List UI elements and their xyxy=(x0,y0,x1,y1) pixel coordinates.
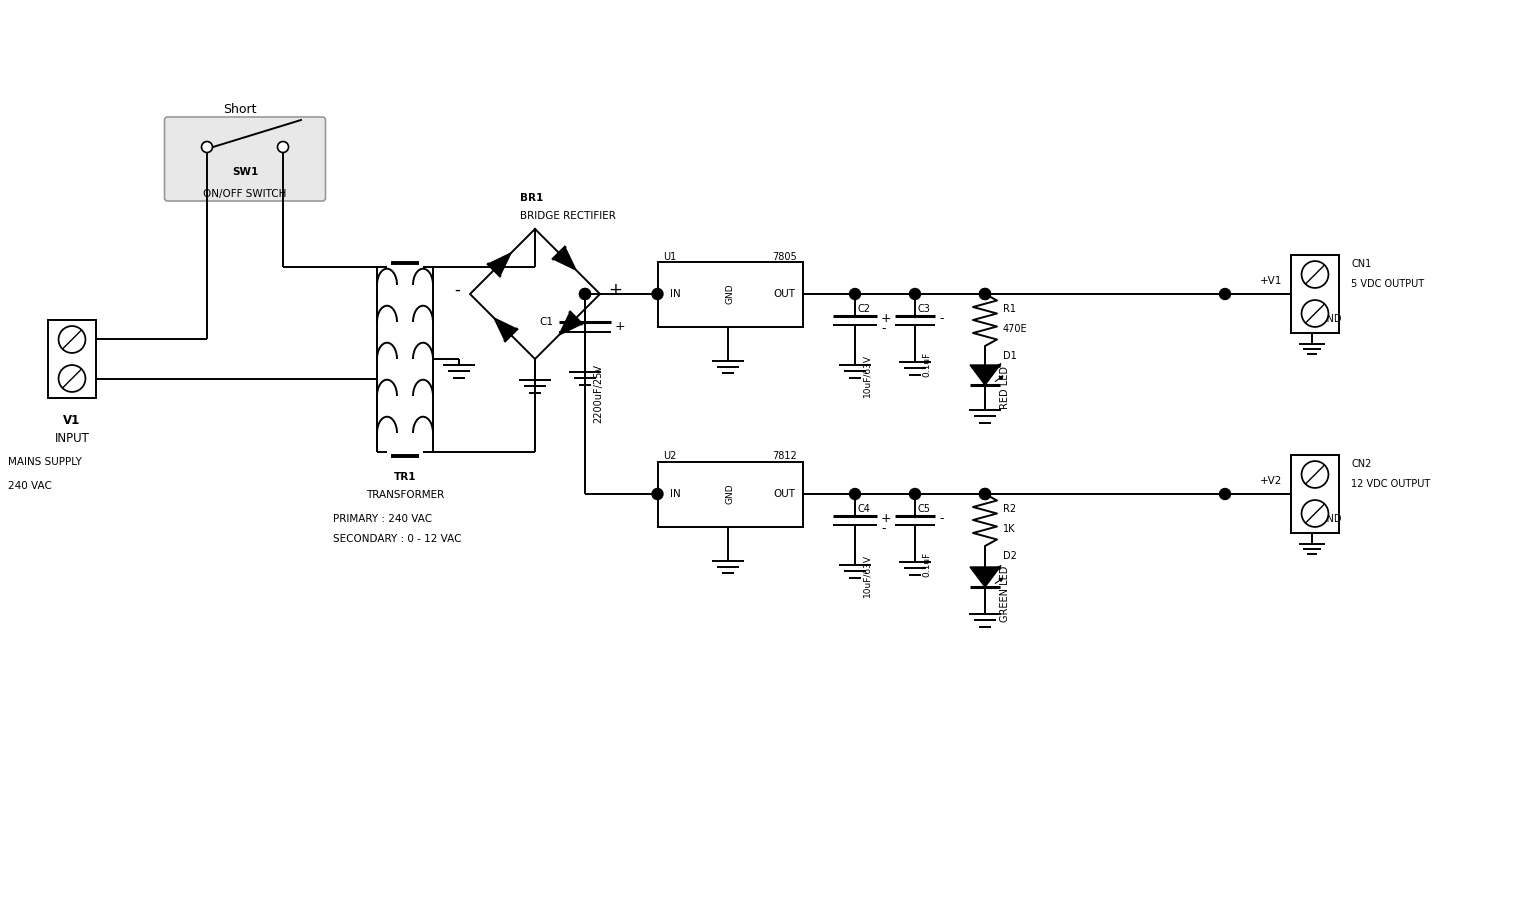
Text: BR1: BR1 xyxy=(521,193,544,203)
Polygon shape xyxy=(971,365,1000,385)
Text: INPUT: INPUT xyxy=(55,432,89,445)
Text: +V2: +V2 xyxy=(1260,476,1283,486)
Bar xyxy=(657,261,802,326)
Text: R1: R1 xyxy=(1003,304,1015,314)
Text: -: - xyxy=(882,323,885,335)
Text: CN2: CN2 xyxy=(1352,459,1372,469)
Text: ON/OFF SWITCH: ON/OFF SWITCH xyxy=(203,189,287,199)
Text: 470E: 470E xyxy=(1003,324,1028,334)
Circle shape xyxy=(909,488,920,499)
Text: C2: C2 xyxy=(857,304,869,314)
Text: U1: U1 xyxy=(664,251,677,261)
Polygon shape xyxy=(495,318,518,341)
Text: U2: U2 xyxy=(664,452,677,462)
Text: V1: V1 xyxy=(63,414,80,427)
Circle shape xyxy=(909,289,920,300)
Text: +: + xyxy=(882,313,891,325)
Text: 1K: 1K xyxy=(1003,524,1015,534)
Circle shape xyxy=(651,488,664,499)
Circle shape xyxy=(58,365,86,392)
Circle shape xyxy=(58,326,86,353)
Circle shape xyxy=(980,488,991,499)
Text: RED LED: RED LED xyxy=(1000,366,1011,409)
Text: C4: C4 xyxy=(857,504,869,514)
Text: -: - xyxy=(882,523,885,536)
Circle shape xyxy=(579,289,590,300)
Text: -: - xyxy=(938,513,943,526)
Text: 10uF/63V: 10uF/63V xyxy=(862,354,871,397)
Text: GND: GND xyxy=(1319,314,1342,324)
Text: 10uF/63V: 10uF/63V xyxy=(862,554,871,597)
Text: GND: GND xyxy=(725,484,734,505)
Text: -: - xyxy=(455,281,459,299)
Text: GND: GND xyxy=(725,283,734,304)
Text: 0.1uF: 0.1uF xyxy=(922,552,931,578)
Polygon shape xyxy=(559,312,582,335)
Text: OUT: OUT xyxy=(774,489,796,499)
Text: R2: R2 xyxy=(1003,504,1017,514)
Bar xyxy=(657,462,802,526)
Circle shape xyxy=(651,289,664,300)
Circle shape xyxy=(1301,500,1329,527)
Text: TR1: TR1 xyxy=(393,472,416,482)
Text: +: + xyxy=(608,281,622,299)
Circle shape xyxy=(980,488,991,499)
Bar xyxy=(1290,455,1339,533)
Text: SW1: SW1 xyxy=(232,167,258,177)
Circle shape xyxy=(1220,289,1230,300)
Bar xyxy=(48,320,95,398)
Text: C1: C1 xyxy=(539,317,553,327)
Circle shape xyxy=(980,289,991,300)
Text: 0.1uF: 0.1uF xyxy=(922,352,931,377)
Text: Short: Short xyxy=(223,103,257,116)
Circle shape xyxy=(1220,488,1230,499)
Text: 12 VDC OUTPUT: 12 VDC OUTPUT xyxy=(1352,479,1430,489)
Circle shape xyxy=(278,142,289,153)
Text: +V1: +V1 xyxy=(1260,276,1283,286)
Text: C5: C5 xyxy=(917,504,929,514)
Text: IN: IN xyxy=(670,289,680,299)
Text: C3: C3 xyxy=(917,304,929,314)
Circle shape xyxy=(849,488,860,499)
Polygon shape xyxy=(488,253,511,276)
Text: 7805: 7805 xyxy=(771,251,797,261)
Circle shape xyxy=(980,289,991,300)
Circle shape xyxy=(1301,300,1329,327)
Text: GREEN LED: GREEN LED xyxy=(1000,566,1011,622)
FancyBboxPatch shape xyxy=(164,117,326,201)
Text: D1: D1 xyxy=(1003,351,1017,361)
Text: TRANSFORMER: TRANSFORMER xyxy=(366,490,444,499)
Circle shape xyxy=(1301,461,1329,488)
Circle shape xyxy=(849,289,860,300)
Text: 7812: 7812 xyxy=(771,452,797,462)
Text: +: + xyxy=(614,320,625,333)
Circle shape xyxy=(1301,261,1329,288)
Text: MAINS SUPPLY: MAINS SUPPLY xyxy=(8,457,81,467)
Circle shape xyxy=(201,142,212,153)
Text: BRIDGE RECTIFIER: BRIDGE RECTIFIER xyxy=(521,211,616,221)
Text: +: + xyxy=(882,513,891,526)
Polygon shape xyxy=(553,247,576,270)
Text: SECONDARY : 0 - 12 VAC: SECONDARY : 0 - 12 VAC xyxy=(333,534,461,544)
Text: 2200uF/25V: 2200uF/25V xyxy=(593,364,604,423)
Text: GND: GND xyxy=(1319,514,1342,524)
Bar xyxy=(1290,255,1339,333)
Text: 240 VAC: 240 VAC xyxy=(8,481,52,491)
Text: CN1: CN1 xyxy=(1352,259,1372,269)
Text: IN: IN xyxy=(670,489,680,499)
Text: D2: D2 xyxy=(1003,551,1017,561)
Circle shape xyxy=(579,289,590,300)
Text: PRIMARY : 240 VAC: PRIMARY : 240 VAC xyxy=(333,514,432,524)
Text: 5 VDC OUTPUT: 5 VDC OUTPUT xyxy=(1352,279,1424,289)
Text: -: - xyxy=(938,313,943,325)
Text: OUT: OUT xyxy=(774,289,796,299)
Polygon shape xyxy=(971,567,1000,587)
